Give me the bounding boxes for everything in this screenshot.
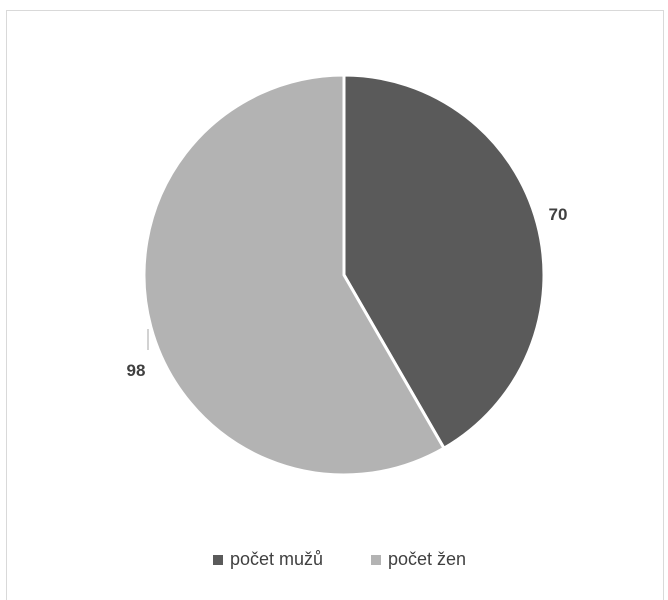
legend-swatch-zeny	[371, 555, 381, 565]
pie-slice-muzi	[342, 73, 546, 450]
pie-data-labels: 70 98	[127, 205, 568, 380]
pie-slices	[142, 73, 546, 477]
chart-legend: počet mužů počet žen	[213, 549, 466, 569]
legend-swatch-muzi	[213, 555, 223, 565]
pie-slice-zeny	[142, 73, 446, 477]
data-label-muzi: 70	[549, 205, 568, 224]
legend-label-muzi: počet mužů	[230, 549, 323, 569]
legend-label-zeny: počet žen	[388, 549, 466, 569]
data-label-zeny: 98	[127, 361, 146, 380]
